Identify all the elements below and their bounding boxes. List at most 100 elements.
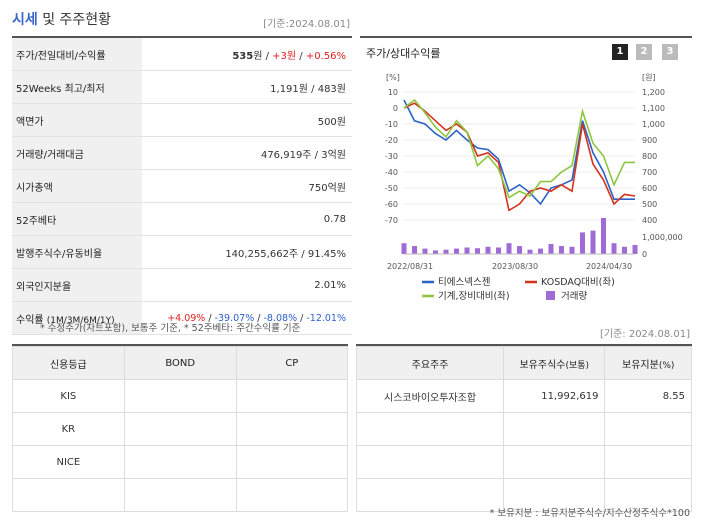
row-value: 140,255,662주 / 91.45% — [142, 235, 352, 269]
right-tick-label: 700 — [642, 168, 657, 177]
volume-bar — [454, 248, 459, 254]
x-tick-label: 2023/08/30 — [492, 262, 538, 271]
right-tick-label: 1,200 — [642, 88, 665, 97]
legend-volume-swatch — [546, 291, 555, 300]
table-row: 거래량/거래대금 476,919주 / 3억원 — [12, 136, 352, 170]
row-label: 시가총액 — [12, 169, 142, 203]
row-label: 52Weeks 최고/최저 — [12, 70, 142, 104]
table-row: 시스코바이오투자조합 11,992,619 8.55 — [355, 379, 692, 413]
right-tick-label: 400 — [642, 216, 657, 225]
volume-bar — [580, 232, 585, 254]
volume-bar — [622, 246, 627, 254]
agency-name: NICE — [12, 445, 125, 479]
table-header-row: 주요주주 보유주식수(보통) 보유지분(%) — [355, 346, 692, 380]
left-tick-label: -30 — [385, 152, 398, 161]
right-axis-unit: [원] — [642, 73, 656, 82]
returns-value: +4.09% / -39.07% / -8.08% / -12.01% — [142, 301, 352, 335]
volume-bar — [485, 246, 491, 254]
table-row: KR — [12, 412, 349, 446]
volume-bar — [548, 243, 554, 254]
major-holders-table: 주요주주 보유주식수(보통) 보유지분(%) 시스코바이오투자조합 11,992… — [355, 346, 692, 512]
row-label: 액면가 — [12, 103, 142, 137]
left-tick-label: -70 — [385, 216, 398, 225]
chart-title: 주가/상대수익률 — [366, 47, 441, 60]
volume-bar — [433, 250, 438, 254]
series-line-kosdaq — [403, 102, 636, 212]
right-tick-label: 1,100 — [642, 104, 665, 113]
row-value: 0.78 — [142, 202, 352, 236]
table-row: 52주베타 0.78 — [12, 202, 352, 236]
legend-volume-label: 거래량 — [561, 290, 587, 302]
volume-bar — [496, 247, 501, 254]
col-header: 주요주주 — [355, 346, 505, 380]
holders-top-rule — [356, 344, 692, 346]
right-tick-label: 1,000 — [642, 120, 665, 129]
volume-bar — [601, 218, 606, 254]
row-value: 500원 — [142, 103, 352, 137]
volume-bar — [559, 246, 564, 254]
holders-note: * 보유지분 : 보유지분주식수/지수산정주식수*100 — [489, 508, 690, 519]
holder-shares: 11,992,619 — [503, 379, 606, 413]
price-chart: [%] [원] 10 0 -10 -20 -30 -40 -50 -60 -70 1,200 1,100… — [385, 73, 683, 302]
holders-date: [기준: 2024.08.01] — [599, 329, 690, 340]
row-value: 1,191원 / 483원 — [142, 70, 352, 104]
agency-name — [12, 478, 125, 512]
volume-bar — [517, 246, 522, 254]
legend-stock-label: 티에스넥스젠 — [438, 277, 490, 288]
col-header: BOND — [123, 346, 237, 380]
left-tick-label: -60 — [385, 200, 398, 209]
info-note: * 수정주가(차트포함), 보통주 기준, * 52주베타: 주간수익률 기준 — [40, 323, 301, 334]
period-button-3[interactable]: 3 — [662, 44, 678, 60]
table-row: 주가/전일대비/수익률 535원 / +3원 / +0.56% — [12, 38, 352, 71]
volume-bar — [527, 249, 533, 254]
returns-label: 수익률 (1M/3M/6M/1Y) — [12, 301, 142, 335]
right-tick-label: 800 — [642, 152, 657, 161]
left-axis-unit: [%] — [386, 73, 400, 82]
volume-bar — [412, 246, 417, 254]
volume-bar — [611, 243, 617, 254]
agency-name: KIS — [12, 379, 125, 413]
price-info-table: 주가/전일대비/수익률 535원 / +3원 / +0.56% 52Weeks … — [12, 38, 352, 335]
credit-top-rule — [12, 344, 348, 346]
table-row: 시가총액 750억원 — [12, 169, 352, 203]
agency-name: KR — [12, 412, 125, 446]
table-row — [355, 478, 692, 512]
volume-bar — [590, 230, 596, 254]
period-button-1[interactable]: 1 — [612, 44, 628, 60]
table-row: KIS — [12, 379, 349, 413]
volume-bar — [475, 248, 480, 254]
volume-bar — [538, 248, 543, 254]
left-tick-label: -10 — [385, 120, 398, 129]
row-value: 750억원 — [142, 169, 352, 203]
row-value: 2.01% — [142, 268, 352, 302]
right-tick-label: 500 — [642, 200, 657, 209]
page-title-rest: 및 주주현황 — [37, 12, 112, 28]
table-row — [355, 412, 692, 446]
volume-bar — [422, 248, 428, 254]
table-row: 52Weeks 최고/최저 1,191원 / 483원 — [12, 70, 352, 104]
period-button-2[interactable]: 2 — [636, 44, 652, 60]
col-header: CP — [235, 346, 349, 380]
price-value: 535원 / +3원 / +0.56% — [142, 38, 352, 71]
row-label: 거래량/거래대금 — [12, 136, 142, 170]
x-tick-label: 2022/08/31 — [387, 262, 433, 271]
legend-machine-label: 기계,장비대비(좌) — [438, 290, 510, 302]
page-title: 시세 및 주주현황 — [12, 9, 111, 29]
left-tick-label: 0 — [393, 104, 398, 113]
table-row: 외국인지분율 2.01% — [12, 268, 352, 302]
chart-top-rule — [360, 36, 692, 38]
col-header: 보유주식수(보통) — [503, 346, 606, 380]
row-value: 476,919주 / 3억원 — [142, 136, 352, 170]
table-row — [12, 478, 349, 512]
info-date: [기준:2024.08.01] — [263, 19, 350, 30]
volume-bar — [443, 249, 449, 254]
volume-bar — [569, 246, 575, 254]
volume-tick-label: 1,000,000 — [642, 233, 683, 242]
volume-zero-label: 0 — [642, 250, 647, 259]
info-top-rule — [12, 36, 352, 38]
credit-rating-table: 신용등급 BOND CP KIS KR NICE — [12, 346, 349, 512]
left-tick-label: 10 — [388, 88, 398, 97]
series-line-stock — [403, 99, 635, 206]
table-row: 발행주식수/유동비율 140,255,662주 / 91.45% — [12, 235, 352, 269]
legend-kosdaq-label: KOSDAQ대비(좌) — [541, 277, 615, 288]
